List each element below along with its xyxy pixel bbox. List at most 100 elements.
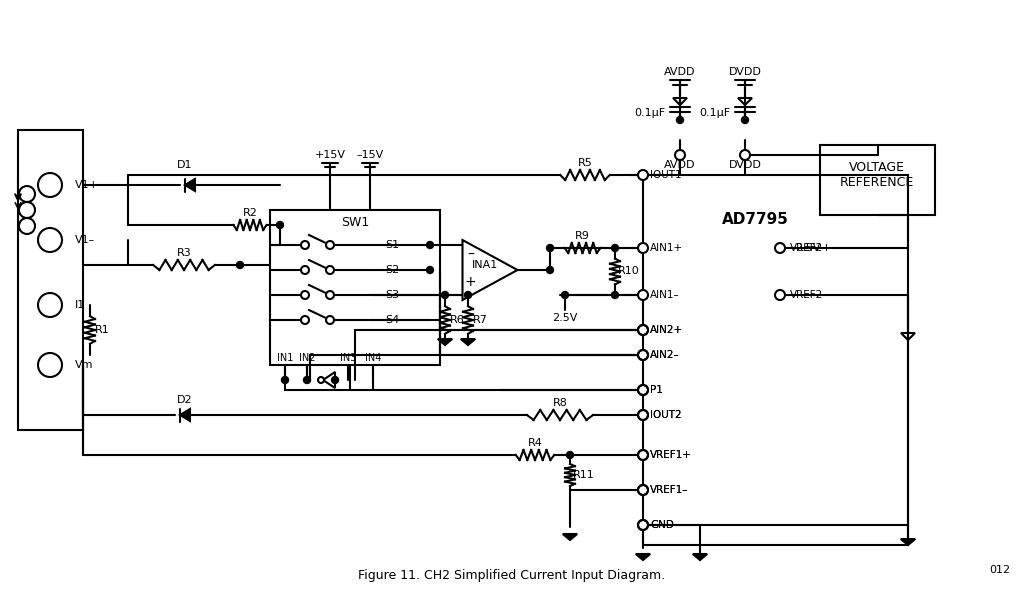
Circle shape <box>441 291 449 299</box>
Circle shape <box>638 325 648 335</box>
Polygon shape <box>738 98 752 105</box>
Text: AVDD: AVDD <box>665 67 695 77</box>
Text: IOUT2: IOUT2 <box>650 410 682 420</box>
Polygon shape <box>563 534 578 540</box>
Circle shape <box>326 316 334 324</box>
Polygon shape <box>461 339 475 345</box>
Text: R6: R6 <box>450 315 464 325</box>
Text: –: – <box>467 248 474 262</box>
Circle shape <box>38 173 62 197</box>
Circle shape <box>638 520 648 530</box>
Text: AIN2+: AIN2+ <box>650 325 683 335</box>
Text: 0.1μF: 0.1μF <box>698 108 730 118</box>
Circle shape <box>301 241 309 249</box>
Circle shape <box>282 376 289 384</box>
Text: S1: S1 <box>385 240 399 250</box>
Polygon shape <box>185 179 195 191</box>
Text: I1: I1 <box>75 300 85 310</box>
Text: VREF2–: VREF2– <box>790 290 828 300</box>
Circle shape <box>465 291 471 299</box>
Text: AIN2+: AIN2+ <box>650 325 683 335</box>
Circle shape <box>638 410 648 420</box>
Polygon shape <box>180 409 190 421</box>
Text: VREF1+: VREF1+ <box>650 450 692 460</box>
Text: 2.5V: 2.5V <box>552 313 578 323</box>
Circle shape <box>638 290 648 300</box>
Text: DVDD: DVDD <box>728 160 762 170</box>
Text: R8: R8 <box>553 398 567 408</box>
Circle shape <box>561 291 568 299</box>
Polygon shape <box>463 240 517 300</box>
Circle shape <box>547 267 554 274</box>
Polygon shape <box>901 333 915 340</box>
Polygon shape <box>323 372 335 388</box>
Text: +: + <box>465 275 476 289</box>
Text: D1: D1 <box>177 160 193 170</box>
Text: AIN1–: AIN1– <box>650 290 680 300</box>
Circle shape <box>38 353 62 377</box>
Circle shape <box>638 243 648 253</box>
Circle shape <box>566 451 573 458</box>
Text: S2: S2 <box>385 265 399 275</box>
Text: GND: GND <box>650 520 674 530</box>
Text: R5: R5 <box>578 158 592 168</box>
Circle shape <box>237 261 244 268</box>
Text: AIN2–: AIN2– <box>650 350 680 360</box>
Bar <box>643 175 908 545</box>
Text: P1: P1 <box>650 385 663 395</box>
Circle shape <box>638 485 648 495</box>
Text: IN1: IN1 <box>276 353 293 363</box>
Text: IN3: IN3 <box>340 353 356 363</box>
Circle shape <box>638 485 648 495</box>
Circle shape <box>775 290 785 300</box>
Text: IOUT1: IOUT1 <box>650 170 682 180</box>
Text: IN2: IN2 <box>299 353 315 363</box>
Text: R9: R9 <box>575 231 590 241</box>
Circle shape <box>638 385 648 395</box>
Bar <box>18 130 83 430</box>
Circle shape <box>638 410 648 420</box>
Text: D2: D2 <box>177 395 193 405</box>
Text: R4: R4 <box>527 438 543 448</box>
Polygon shape <box>693 554 708 560</box>
Text: VREF2+: VREF2+ <box>790 243 831 253</box>
Text: R2: R2 <box>243 208 257 218</box>
Text: INA1: INA1 <box>472 260 498 270</box>
Text: AVDD: AVDD <box>665 160 695 170</box>
Circle shape <box>638 450 648 460</box>
Text: VREF1–: VREF1– <box>650 485 688 495</box>
Circle shape <box>427 267 433 274</box>
Circle shape <box>332 376 339 384</box>
Polygon shape <box>673 98 687 105</box>
Circle shape <box>638 350 648 360</box>
Circle shape <box>276 221 284 228</box>
Circle shape <box>638 170 648 180</box>
Circle shape <box>326 266 334 274</box>
Circle shape <box>638 385 648 395</box>
Circle shape <box>775 243 785 253</box>
Text: R11: R11 <box>573 470 595 480</box>
Bar <box>820 145 935 215</box>
Text: AIN1+: AIN1+ <box>650 243 683 253</box>
Text: VREF1+: VREF1+ <box>650 450 692 460</box>
Text: R10: R10 <box>618 267 640 277</box>
Text: P1: P1 <box>650 385 663 395</box>
Circle shape <box>427 241 433 248</box>
Text: Figure 11. CH2 Simplified Current Input Diagram.: Figure 11. CH2 Simplified Current Input … <box>358 569 666 582</box>
Text: +15V: +15V <box>314 150 345 160</box>
Text: S3: S3 <box>385 290 399 300</box>
Circle shape <box>638 520 648 530</box>
Text: SW1: SW1 <box>341 215 369 228</box>
Circle shape <box>611 291 618 299</box>
Text: AIN2–: AIN2– <box>650 350 680 360</box>
Circle shape <box>301 266 309 274</box>
Text: VREF1–: VREF1– <box>650 485 688 495</box>
Text: 2.5V: 2.5V <box>795 243 820 253</box>
Text: R3: R3 <box>176 248 191 258</box>
Polygon shape <box>636 554 650 560</box>
Text: R7: R7 <box>472 315 487 325</box>
Circle shape <box>301 291 309 299</box>
Text: GND: GND <box>650 520 674 530</box>
Text: 012: 012 <box>989 565 1010 575</box>
Text: S4: S4 <box>385 315 399 325</box>
